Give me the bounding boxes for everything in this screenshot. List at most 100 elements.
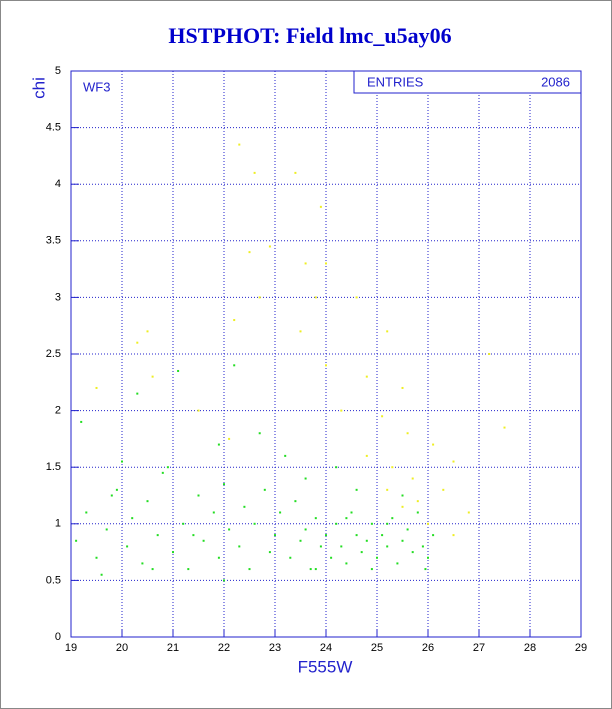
point	[146, 330, 149, 333]
point	[121, 460, 123, 463]
point	[141, 562, 144, 565]
point	[80, 420, 83, 423]
point	[202, 539, 205, 542]
point	[335, 522, 338, 525]
point	[340, 545, 343, 548]
stats-label: ENTRIES	[367, 74, 424, 89]
point	[325, 262, 327, 265]
point	[391, 517, 394, 520]
point	[258, 432, 261, 435]
y-tick-label: 1	[55, 518, 61, 530]
point	[136, 341, 139, 344]
point	[401, 505, 404, 508]
point	[370, 568, 373, 571]
point	[156, 534, 159, 537]
point	[432, 534, 435, 537]
point	[386, 545, 389, 548]
point	[161, 471, 164, 474]
point	[268, 551, 271, 554]
x-axis-label: F555W	[298, 657, 353, 676]
point	[248, 568, 251, 571]
point	[340, 409, 343, 412]
point	[187, 568, 190, 571]
point	[319, 545, 322, 548]
point	[365, 454, 368, 457]
point	[355, 296, 358, 299]
y-axis-label: chi	[29, 77, 48, 99]
x-tick-label: 29	[575, 642, 587, 654]
point	[177, 369, 180, 372]
y-tick-label: 0.5	[46, 574, 61, 586]
point	[330, 556, 333, 559]
point	[151, 568, 154, 571]
point	[233, 319, 236, 322]
stats-value: 2086	[541, 74, 570, 89]
point	[442, 488, 445, 491]
point	[274, 534, 276, 537]
point	[268, 245, 271, 248]
point	[370, 522, 373, 525]
x-tick-label: 25	[371, 642, 383, 654]
point	[365, 375, 368, 378]
point	[243, 505, 246, 508]
point	[309, 568, 312, 571]
point	[314, 296, 317, 299]
point	[166, 466, 169, 469]
point	[424, 568, 427, 571]
point	[304, 477, 307, 480]
x-tick-label: 28	[524, 642, 536, 654]
point	[304, 528, 307, 531]
point	[355, 534, 358, 537]
point	[467, 511, 470, 514]
point	[228, 437, 231, 440]
point	[314, 517, 317, 520]
point	[421, 545, 424, 548]
point	[253, 522, 256, 525]
y-tick-label: 0	[55, 631, 61, 643]
point	[381, 415, 384, 418]
point	[75, 539, 78, 542]
y-tick-label: 1.5	[46, 461, 61, 473]
point	[416, 511, 419, 514]
point	[151, 375, 154, 378]
point	[105, 528, 108, 531]
axes-frame	[70, 70, 582, 638]
point	[304, 262, 307, 265]
y-tick-label: 3.5	[46, 235, 61, 247]
point	[253, 171, 256, 174]
point	[411, 551, 414, 554]
point	[126, 545, 129, 548]
point	[350, 511, 353, 514]
x-tick-label: 26	[422, 642, 434, 654]
point	[289, 556, 292, 559]
y-tick-label: 3	[55, 291, 61, 303]
point	[100, 573, 103, 576]
point	[416, 500, 419, 503]
point	[95, 556, 98, 559]
y-tick-label: 4.5	[46, 122, 61, 134]
point	[192, 534, 195, 537]
point	[355, 488, 358, 491]
point	[427, 556, 429, 559]
point	[233, 364, 236, 367]
point	[376, 556, 378, 559]
x-tick-label: 23	[269, 642, 281, 654]
point	[432, 443, 435, 446]
point	[386, 522, 389, 525]
point	[386, 488, 389, 491]
point	[294, 500, 297, 503]
point	[131, 517, 134, 520]
y-tick-label: 5	[55, 65, 61, 77]
x-tick-label: 21	[167, 642, 179, 654]
point	[401, 494, 404, 497]
point	[299, 539, 302, 542]
point	[146, 500, 149, 503]
x-tick-label: 22	[218, 642, 230, 654]
point	[197, 494, 200, 497]
point	[345, 562, 348, 565]
point	[345, 517, 348, 520]
point	[182, 522, 185, 525]
x-tick-label: 19	[65, 642, 77, 654]
point	[503, 426, 506, 429]
